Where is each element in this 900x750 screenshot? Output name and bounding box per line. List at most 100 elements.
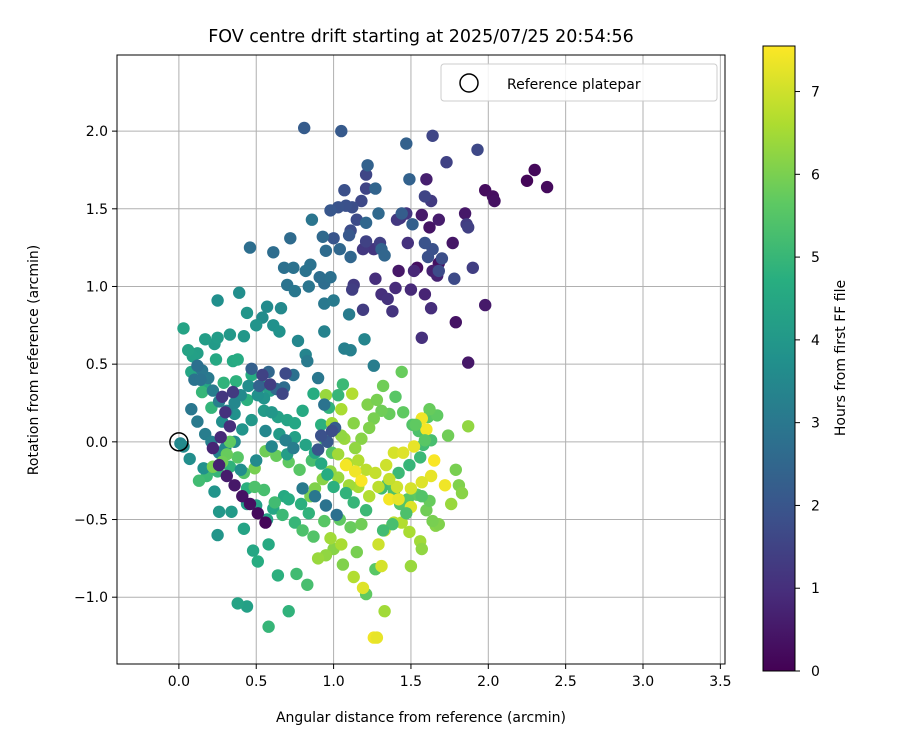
scatter-point: [335, 403, 348, 416]
scatter-point: [229, 375, 243, 388]
scatter-point: [308, 490, 322, 503]
scatter-point: [265, 440, 278, 453]
scatter-point: [392, 493, 405, 506]
scatter-point: [355, 432, 368, 445]
scatter-point: [415, 476, 428, 489]
scatter-point: [352, 454, 365, 467]
scatter-point: [358, 333, 371, 346]
scatter-point: [245, 413, 258, 427]
y-tick-label: −0.5: [74, 513, 108, 529]
scatter-point: [197, 462, 210, 475]
scatter-point: [479, 298, 492, 312]
scatter-point: [240, 306, 254, 320]
scatter-point: [372, 480, 385, 494]
scatter-point: [336, 558, 350, 571]
scatter-point: [441, 429, 455, 442]
chart-title: FOV centre drift starting at 2025/07/25 …: [208, 27, 634, 47]
reference-marker-layer: [169, 432, 189, 452]
scatter-point: [359, 168, 373, 181]
scatter-point: [359, 463, 373, 476]
scatter-point: [311, 443, 325, 456]
scatter-point: [327, 294, 340, 307]
scatter-point: [270, 449, 283, 462]
scatter-point: [212, 458, 226, 472]
scatter-point: [321, 468, 334, 481]
scatter-point: [462, 221, 475, 234]
scatter-point: [271, 569, 285, 582]
scatter-point: [455, 486, 469, 500]
x-tick-label: 2.5: [555, 674, 577, 690]
scatter-point: [438, 479, 452, 492]
scatter-point: [397, 406, 410, 419]
scatter-point: [194, 373, 207, 386]
scatter-point: [251, 389, 264, 402]
scatter-point: [338, 184, 351, 197]
scatter-point: [449, 463, 462, 476]
scatter-point: [363, 490, 376, 503]
scatter-point: [462, 356, 475, 369]
scatter-point: [428, 454, 441, 467]
scatter-point: [361, 159, 374, 172]
scatter-point: [228, 479, 241, 492]
scatter-point: [339, 486, 353, 500]
scatter-point: [349, 441, 362, 455]
scatter-point: [231, 451, 244, 464]
scatter-point: [420, 504, 433, 517]
scatter-point: [446, 236, 459, 250]
colorbar-label: Hours from first FF file: [833, 280, 849, 436]
scatter-point: [243, 241, 257, 254]
scatter-point: [372, 538, 385, 551]
scatter-point: [392, 264, 405, 278]
scatter-point: [267, 246, 280, 259]
scatter-point: [296, 404, 309, 417]
scatter-point: [359, 504, 373, 517]
scatter-point: [406, 218, 419, 231]
scatter-point: [250, 454, 263, 467]
scatter-point: [284, 232, 297, 245]
scatter-point: [346, 387, 359, 400]
x-tick-label: 1.0: [322, 674, 344, 690]
scatter-point: [378, 249, 391, 262]
scatter-point: [423, 403, 436, 416]
scatter-point: [350, 545, 363, 559]
scatter-point: [225, 505, 238, 518]
scatter-point: [418, 236, 432, 250]
scatter-point: [381, 292, 394, 306]
scatter-point: [301, 578, 314, 591]
scatter-point: [409, 418, 422, 431]
scatter-point: [214, 431, 227, 444]
scatter-point: [324, 271, 337, 284]
scatter-point: [376, 379, 390, 393]
scatter-point: [206, 441, 220, 455]
scatter-point: [383, 472, 396, 486]
colorbar-tick-label: 7: [811, 85, 820, 101]
scatter-point: [177, 322, 190, 335]
scatter-point: [383, 493, 396, 506]
scatter-point: [404, 482, 418, 495]
scatter-point: [424, 469, 438, 483]
scatter-point: [349, 465, 362, 478]
y-tick-label: −1.0: [74, 590, 108, 606]
scatter-point: [389, 390, 402, 403]
scatter-point: [279, 434, 292, 447]
scatter-point: [246, 544, 260, 557]
scatter-point: [291, 334, 305, 348]
scatter-point: [370, 631, 384, 644]
scatter-point: [192, 474, 206, 487]
scatter-point: [282, 605, 295, 618]
scatter-point: [315, 457, 328, 470]
scatter-point: [256, 368, 269, 382]
scatter-point: [318, 325, 331, 338]
scatter-point: [250, 319, 263, 332]
scatter-point: [488, 194, 501, 208]
scatter-point: [355, 194, 368, 208]
scatter-point: [307, 530, 320, 543]
scatter-point: [407, 264, 421, 278]
x-tick-label: 3.0: [632, 674, 654, 690]
scatter-point: [369, 272, 382, 285]
scatter-point: [332, 448, 345, 461]
scatter-point: [355, 518, 368, 531]
y-axis-label: Rotation from reference (arcmin): [26, 245, 42, 475]
scatter-point: [339, 458, 353, 472]
scatter-point: [282, 493, 295, 506]
